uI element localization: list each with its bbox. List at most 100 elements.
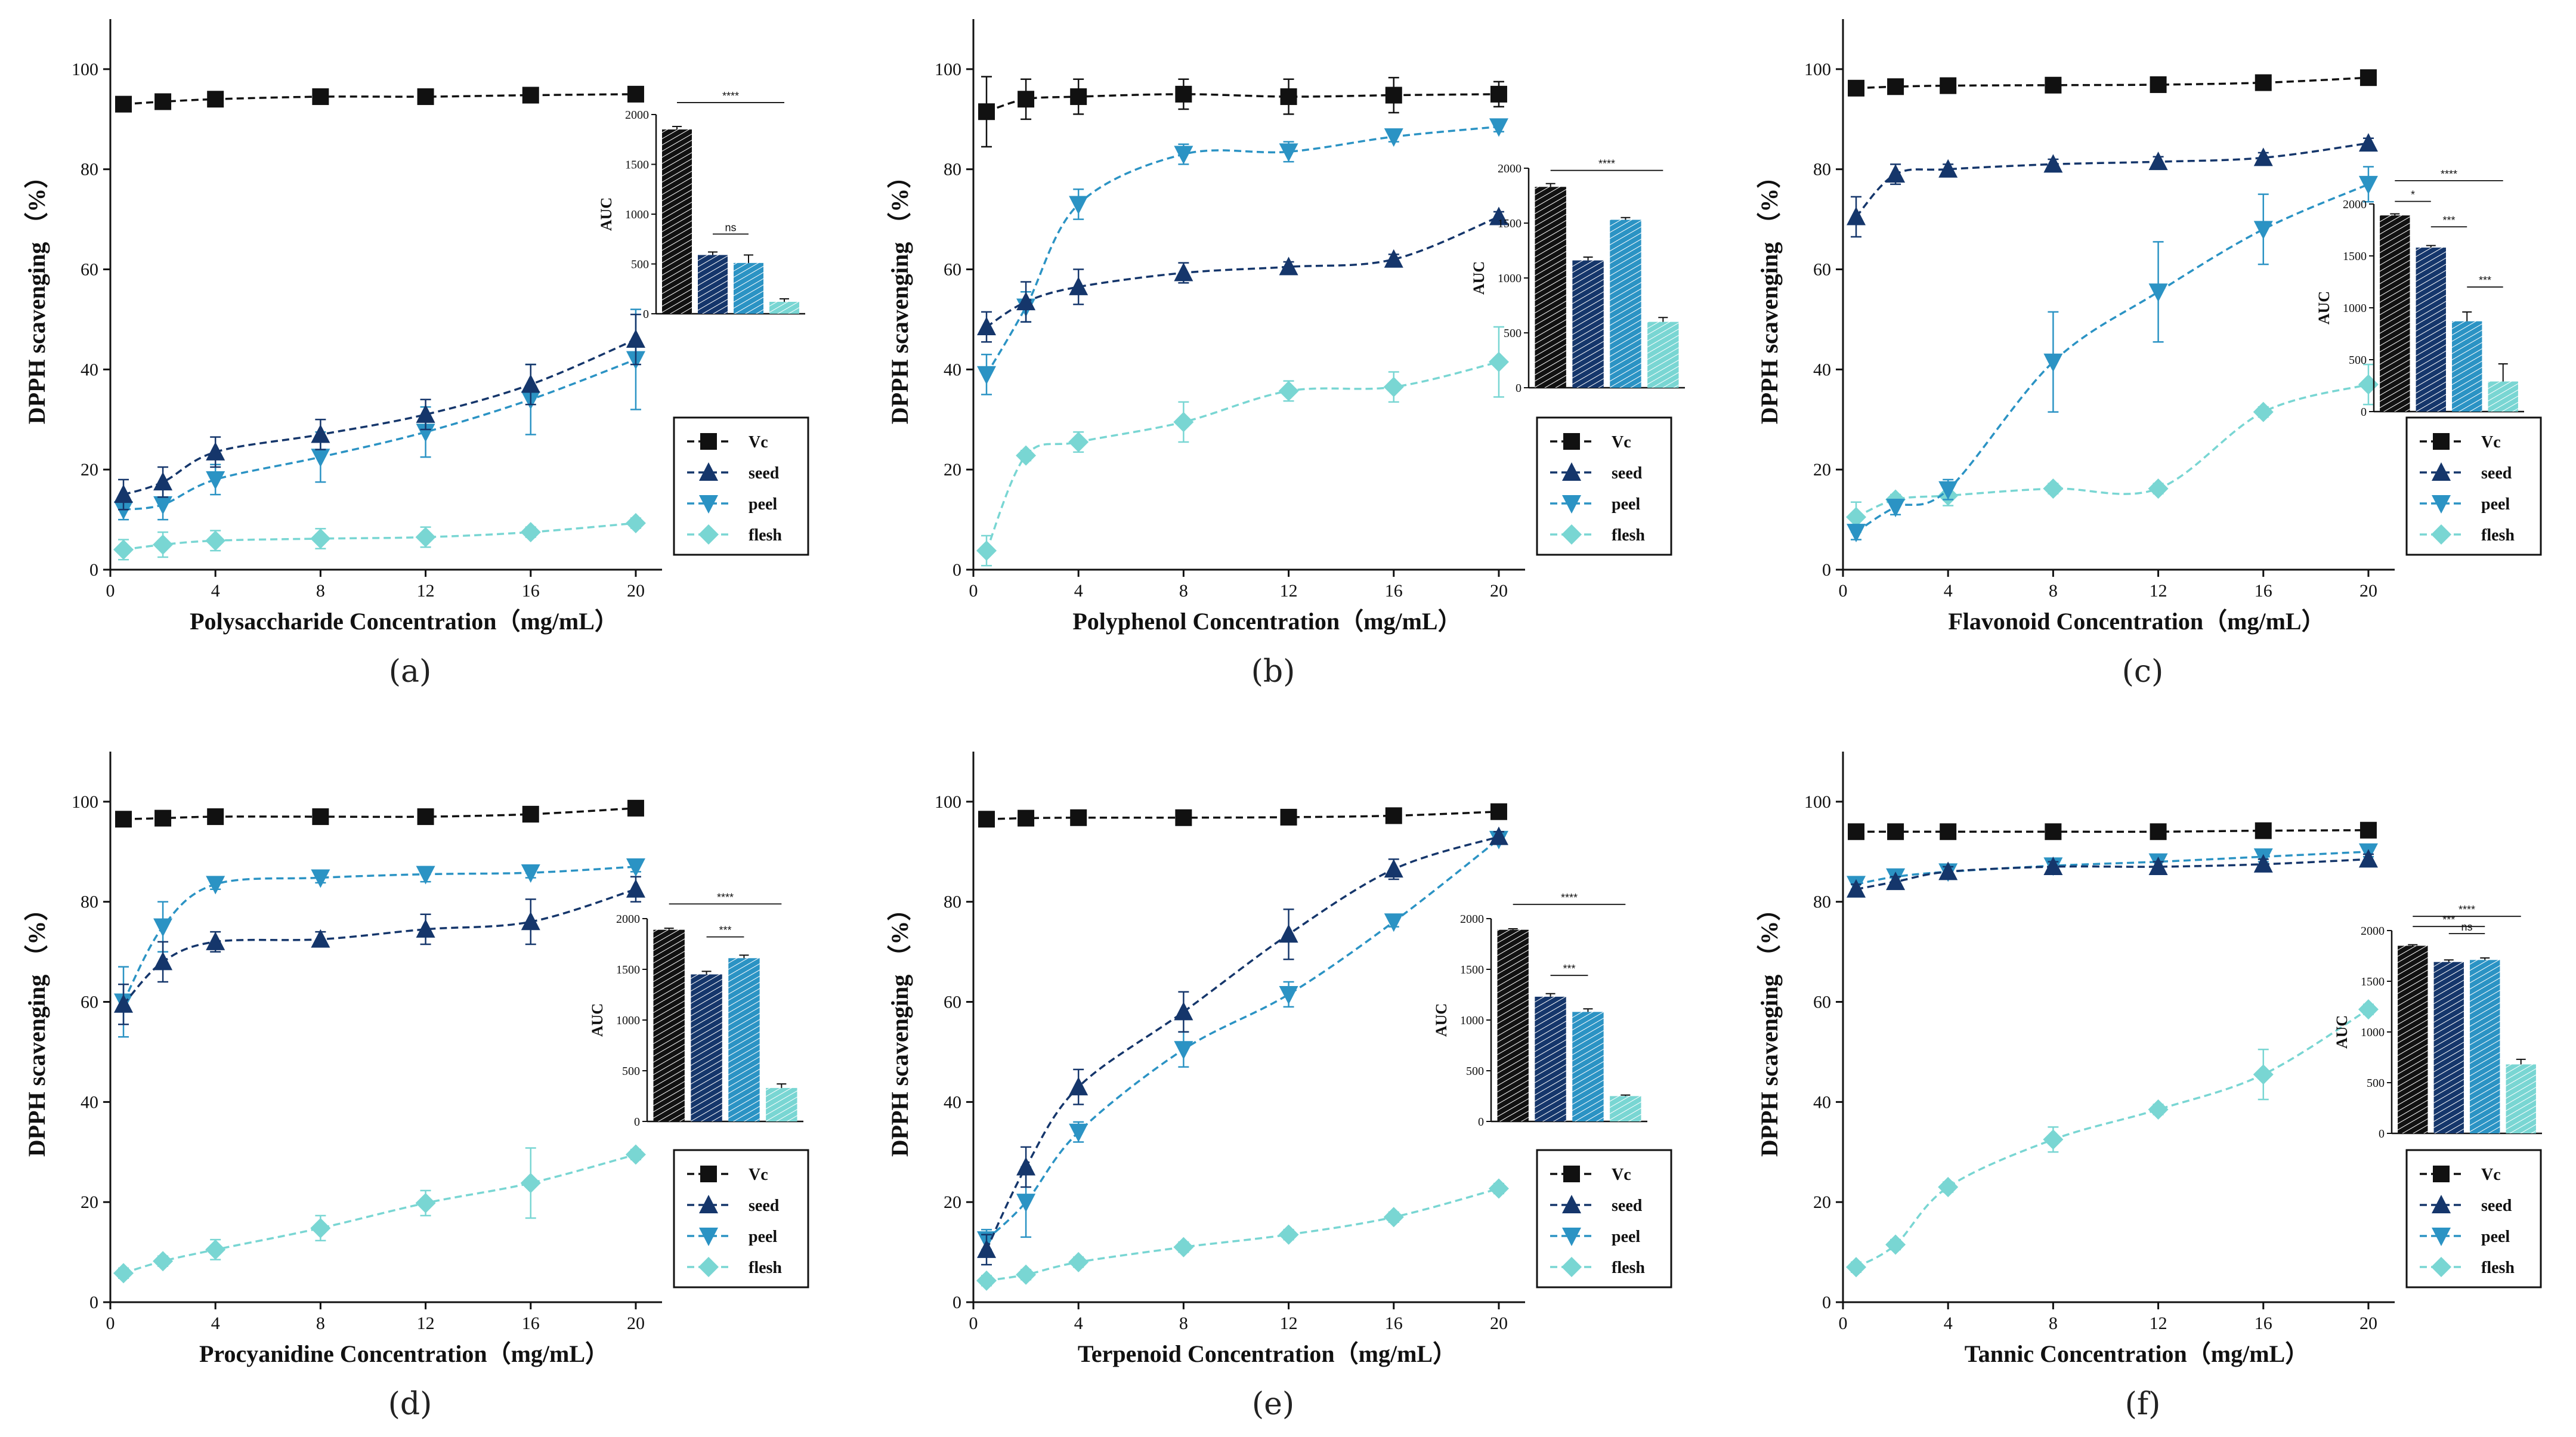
series-line-seed [1855, 142, 2369, 218]
point-Vc [154, 809, 172, 827]
series-line-flesh [123, 522, 636, 551]
sig-label: ns [2461, 921, 2472, 933]
auc-inset: 0 500 1000 1500 2000 AUC **** [1470, 158, 1685, 395]
point-flesh [1278, 1224, 1299, 1245]
legend: Vc seed peel flesh [2405, 416, 2542, 556]
series-line-seed [985, 835, 1499, 1250]
point-peel [1384, 128, 1403, 147]
point-flesh [1846, 506, 1867, 527]
x-axis-title: Polysaccharide Concentration（mg/mL） [190, 608, 619, 635]
point-flesh [520, 1173, 541, 1194]
y-tick-label: 40 [944, 1092, 961, 1112]
point-seed [2253, 147, 2273, 166]
inset-y-tick-label: 1000 [1498, 272, 1522, 285]
legend-marker-flesh [2431, 1257, 2451, 1277]
point-seed [1069, 276, 1088, 295]
point-Vc [522, 86, 539, 104]
sig-label: *** [1563, 963, 1575, 975]
point-peel [416, 866, 435, 885]
auc-bar-flesh [1610, 1096, 1641, 1121]
legend-label-seed: seed [749, 1197, 780, 1215]
point-seed [1938, 159, 1958, 178]
point-peel [626, 858, 645, 877]
point-seed [1384, 249, 1403, 268]
point-flesh [1173, 1237, 1194, 1257]
x-axis-title: Procyanidine Concentration（mg/mL） [199, 1340, 609, 1367]
point-Vc [1940, 823, 1957, 840]
inset-y-tick-label: 1500 [2343, 250, 2367, 263]
legend-label-peel: peel [2481, 495, 2510, 514]
legend-label-flesh: flesh [1612, 526, 1645, 545]
y-tick-label: 0 [1822, 560, 1831, 580]
y-tick-label: 100 [72, 60, 98, 79]
y-axis-title: DPPH scavenging （%） [886, 897, 913, 1157]
x-axis-title: Polyphenol Concentration（mg/mL） [1072, 608, 1461, 635]
x-tick-label: 20 [627, 1314, 645, 1333]
point-peel [1279, 143, 1298, 162]
point-peel [521, 864, 540, 883]
inset-y-title: AUC [1470, 261, 1488, 295]
point-seed [114, 994, 134, 1013]
point-Vc [2359, 69, 2377, 86]
x-tick-label: 12 [1280, 1314, 1298, 1333]
y-tick-label: 60 [81, 260, 98, 280]
point-seed [2148, 152, 2168, 171]
y-tick-label: 60 [944, 260, 961, 280]
point-Vc [978, 811, 995, 828]
series-line-flesh [123, 1153, 636, 1275]
legend-marker-seed [699, 1195, 718, 1213]
legend-frame [2405, 416, 2542, 556]
point-flesh [1383, 1207, 1404, 1228]
legend-label-flesh: flesh [2481, 526, 2515, 545]
y-tick-label: 40 [1813, 360, 1831, 379]
panel-label: (e) [1252, 1386, 1294, 1422]
legend-marker-seed [699, 462, 718, 481]
point-Vc [1887, 78, 1904, 95]
point-seed [1016, 292, 1036, 311]
auc-bar-peel [1572, 1012, 1604, 1121]
point-flesh [1488, 351, 1509, 372]
inset-y-tick-label: 2000 [2361, 925, 2385, 938]
inset-y-tick-label: 500 [2349, 354, 2367, 367]
y-tick-label: 20 [1813, 460, 1831, 480]
series-line-Vc [1856, 76, 2369, 89]
x-tick-label: 20 [1490, 581, 1508, 601]
y-axis-title: DPPH scavenging （%） [1756, 897, 1783, 1157]
x-tick-label: 20 [627, 581, 645, 601]
y-tick-label: 80 [1813, 160, 1831, 180]
x-tick-label: 0 [1839, 1314, 1848, 1333]
legend-marker-seed [2432, 1195, 2451, 1213]
y-tick-label: 60 [81, 993, 98, 1012]
y-tick-label: 40 [81, 1092, 98, 1112]
series-flesh [1846, 999, 2379, 1278]
sig-label: * [2411, 189, 2415, 201]
point-seed [114, 484, 134, 503]
x-tick-label: 16 [1385, 1314, 1403, 1333]
point-seed [1174, 1002, 1193, 1021]
point-seed [1174, 262, 1193, 282]
y-tick-label: 60 [1813, 993, 1831, 1012]
point-peel [1886, 499, 1906, 518]
point-seed [2043, 154, 2063, 173]
legend-label-flesh: flesh [749, 1259, 782, 1277]
inset-y-tick-label: 0 [1516, 382, 1522, 395]
point-seed [977, 1239, 997, 1258]
point-seed [977, 317, 997, 336]
legend-marker-Vc [2433, 1166, 2450, 1182]
legend-marker-flesh [2431, 524, 2451, 545]
legend-frame [673, 1149, 809, 1288]
x-tick-label: 20 [2359, 581, 2377, 601]
x-tick-label: 8 [316, 1314, 325, 1333]
series-line-seed [122, 888, 636, 1005]
x-tick-label: 8 [2049, 581, 2058, 601]
legend-marker-Vc [700, 1166, 717, 1182]
y-tick-label: 0 [1822, 1293, 1831, 1312]
point-Vc [207, 91, 224, 108]
series-Vc [978, 76, 1507, 148]
series-seed [1847, 849, 2378, 898]
point-flesh [1068, 432, 1089, 453]
inset-y-tick-label: 500 [1466, 1065, 1484, 1078]
auc-bar-Vc [653, 929, 685, 1121]
